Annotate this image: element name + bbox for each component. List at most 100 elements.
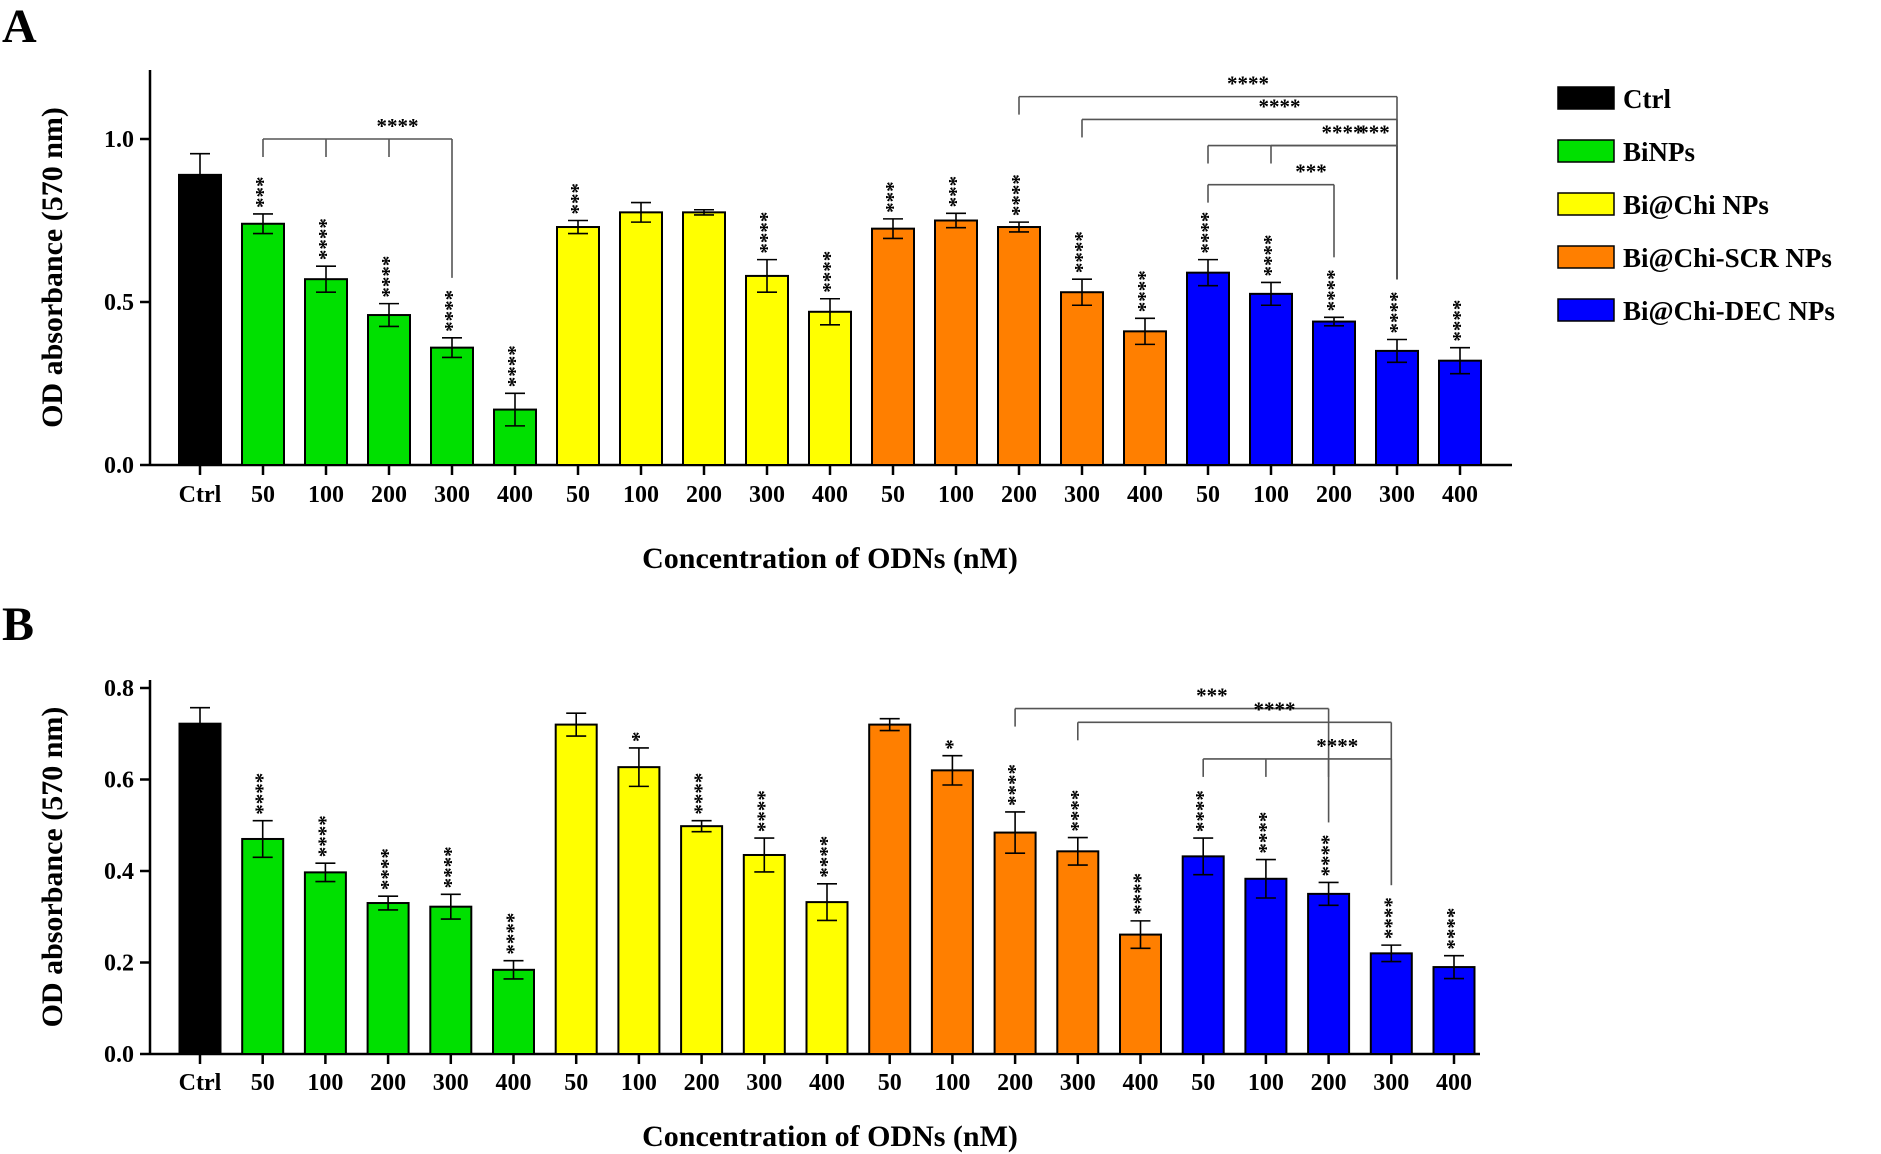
x-tick-label-b: 50 [251,1070,275,1096]
x-tick-label-a: 400 [812,482,848,508]
y-tick-label-b: 0.2 [104,951,134,977]
significance-label-a: **** [1070,231,1094,273]
bar-b [1369,952,1413,1055]
significance-label-b: **** [1317,834,1341,876]
bar-a [619,211,663,466]
significance-label-a: *** [881,181,905,213]
comparison-label-a: **** [1322,121,1364,145]
x-axis-title-a: Concentration of ODNs (nM) [642,542,1018,575]
x-tick-label-a: 50 [1196,482,1220,508]
comparison-label-b: **** [1254,697,1296,721]
bar-b [429,905,473,1055]
significance-label-a: **** [1322,269,1346,311]
bar-a [997,226,1041,466]
bar-a [1060,291,1104,466]
bar-b [930,769,974,1055]
x-tick-label-b: 400 [809,1070,845,1096]
x-tick-label-b: 50 [1191,1070,1215,1096]
bar-b [617,766,661,1056]
x-tick-label-a: 100 [938,482,974,508]
x-tick-label-b: 400 [1123,1070,1159,1096]
significance-label-a: **** [377,256,401,298]
significance-label-a: *** [566,183,590,215]
legend-label-bichi-dec: Bi@Chi-DEC NPs [1623,296,1835,326]
y-tick-label-a: 0.0 [104,453,134,479]
x-tick-label-a: 50 [566,482,590,508]
significance-label-a: **** [1448,300,1472,342]
legend-swatch-bichi-dec [1557,298,1615,322]
x-tick-label-a: 100 [1253,482,1289,508]
comparison-label-a: **** [377,114,419,138]
comparison-label-b: *** [1196,684,1228,708]
x-tick-label-b: 100 [307,1070,343,1096]
significance-label-b: **** [313,815,337,857]
y-tick-label-a: 0.5 [104,290,134,316]
x-tick-label-b: 50 [564,1070,588,1096]
x-tick-label-b: 300 [1060,1070,1096,1096]
x-tick-label-b: 300 [1373,1070,1409,1096]
x-tick-label-a: 50 [251,482,275,508]
significance-label-b: **** [502,913,526,955]
y-tick-label-b: 0.4 [104,859,134,885]
bar-a [1312,320,1356,466]
x-tick-label-b: Ctrl [179,1070,222,1096]
chart-panel-a: 0.0 0.5 1.0 Ctrl 50 *** 100 **** 200 **** 300 **** 4… [36,70,1512,575]
bar-a [241,222,285,466]
x-tick-label-a: 400 [497,482,533,508]
significance-label-b: **** [1003,764,1027,806]
x-tick-label-a: 400 [1127,482,1163,508]
comparison-label-a: **** [1227,72,1269,96]
significance-label-a: **** [818,251,842,293]
legend-label-bichi-scr: Bi@Chi-SCR NPs [1623,243,1832,273]
significance-label-a: **** [1385,291,1409,333]
panel-label-b: B [2,598,34,651]
x-tick-label-a: 50 [881,482,905,508]
legend-swatch-binps [1557,139,1615,163]
bar-a [682,211,726,466]
significance-label-a: **** [1007,174,1031,216]
x-tick-label-b: 300 [433,1070,469,1096]
y-axis-title-a: OD absorbance (570 nm) [36,107,69,428]
x-tick-label-b: 400 [1436,1070,1472,1096]
x-tick-label-b: 200 [1311,1070,1347,1096]
significance-label-a: *** [944,176,968,208]
x-tick-label-a: 300 [1064,482,1100,508]
legend: Ctrl BiNPs Bi@Chi NPs Bi@Chi-SCR NPs Bi@… [1557,84,1835,326]
x-tick-label-b: 200 [997,1070,1033,1096]
bar-b [1432,966,1476,1056]
legend-swatch-ctrl [1557,86,1615,110]
legend-swatch-bichi [1557,192,1615,216]
bar-b [366,902,410,1056]
bar-b [1181,855,1225,1055]
y-tick-label-b: 0.0 [104,1042,134,1068]
x-tick-label-a: Ctrl [179,482,222,508]
bar-a [871,227,915,466]
significance-label-b: **** [1254,812,1278,854]
bar-b [1244,877,1288,1056]
legend-label-binps: BiNPs [1623,137,1695,167]
y-tick-label-b: 0.8 [104,676,134,702]
y-tick-label-b: 0.6 [104,768,134,794]
significance-label-b: **** [752,790,776,832]
x-tick-label-a: 300 [749,482,785,508]
significance-label-b: * [940,739,964,750]
significance-label-b: **** [439,846,463,888]
significance-label-b: **** [1066,790,1090,832]
significance-label-a: **** [1133,270,1157,312]
bar-a [304,278,348,466]
bar-b [993,831,1037,1055]
x-tick-label-b: 200 [684,1070,720,1096]
panel-label-a: A [2,0,37,53]
x-tick-label-b: 100 [621,1070,657,1096]
y-axis-title-b: OD absorbance (570 nm) [36,707,69,1028]
significance-label-a: **** [440,290,464,332]
comparison-label-a: *** [1358,121,1390,145]
bar-b [868,723,912,1055]
x-tick-label-b: 400 [496,1070,532,1096]
bar-a [934,219,978,466]
x-tick-label-a: 300 [434,482,470,508]
significance-label-b: **** [1379,897,1403,939]
bar-a [1186,271,1230,466]
bar-a [178,173,222,467]
